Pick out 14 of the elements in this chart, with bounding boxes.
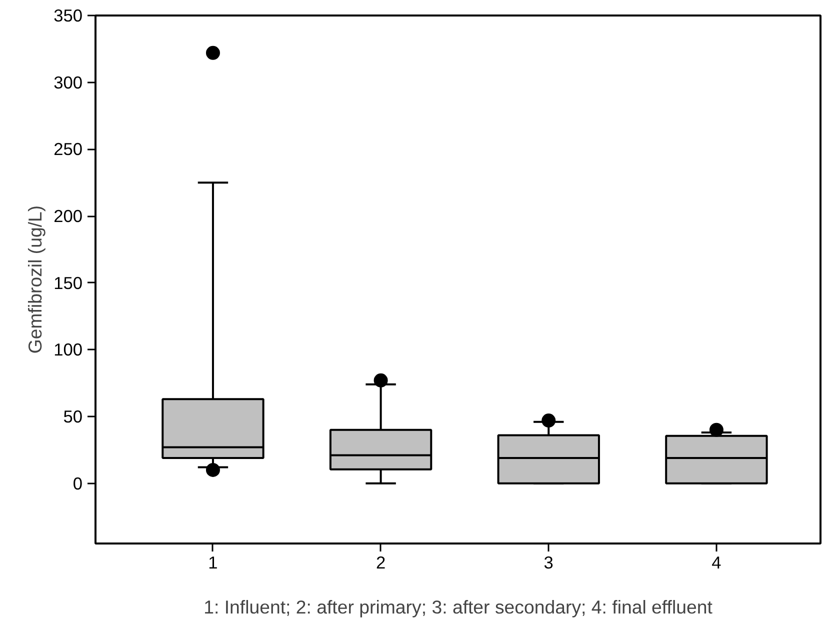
x-tick-label: 2	[376, 552, 386, 572]
y-axis-title: Gemfibrozil (ug/L)	[24, 205, 46, 354]
y-tick-label: 100	[54, 340, 83, 360]
y-tick-label: 0	[72, 473, 83, 494]
x-tick-label: 1	[208, 552, 218, 572]
y-tick-label: 50	[63, 406, 83, 427]
y-tick-label: 250	[54, 139, 83, 160]
y-tick-label: 300	[54, 72, 83, 92]
x-axis-title: 1: Influent; 2: after primary; 3: after secondary; 4: final effluent	[204, 596, 714, 618]
x-tick-label: 4	[712, 552, 722, 572]
y-tick-label: 350	[54, 6, 83, 26]
y-tick-label: 200	[54, 206, 83, 226]
x-tick-label: 3	[544, 552, 554, 572]
y-tick-label: 150	[54, 272, 83, 293]
